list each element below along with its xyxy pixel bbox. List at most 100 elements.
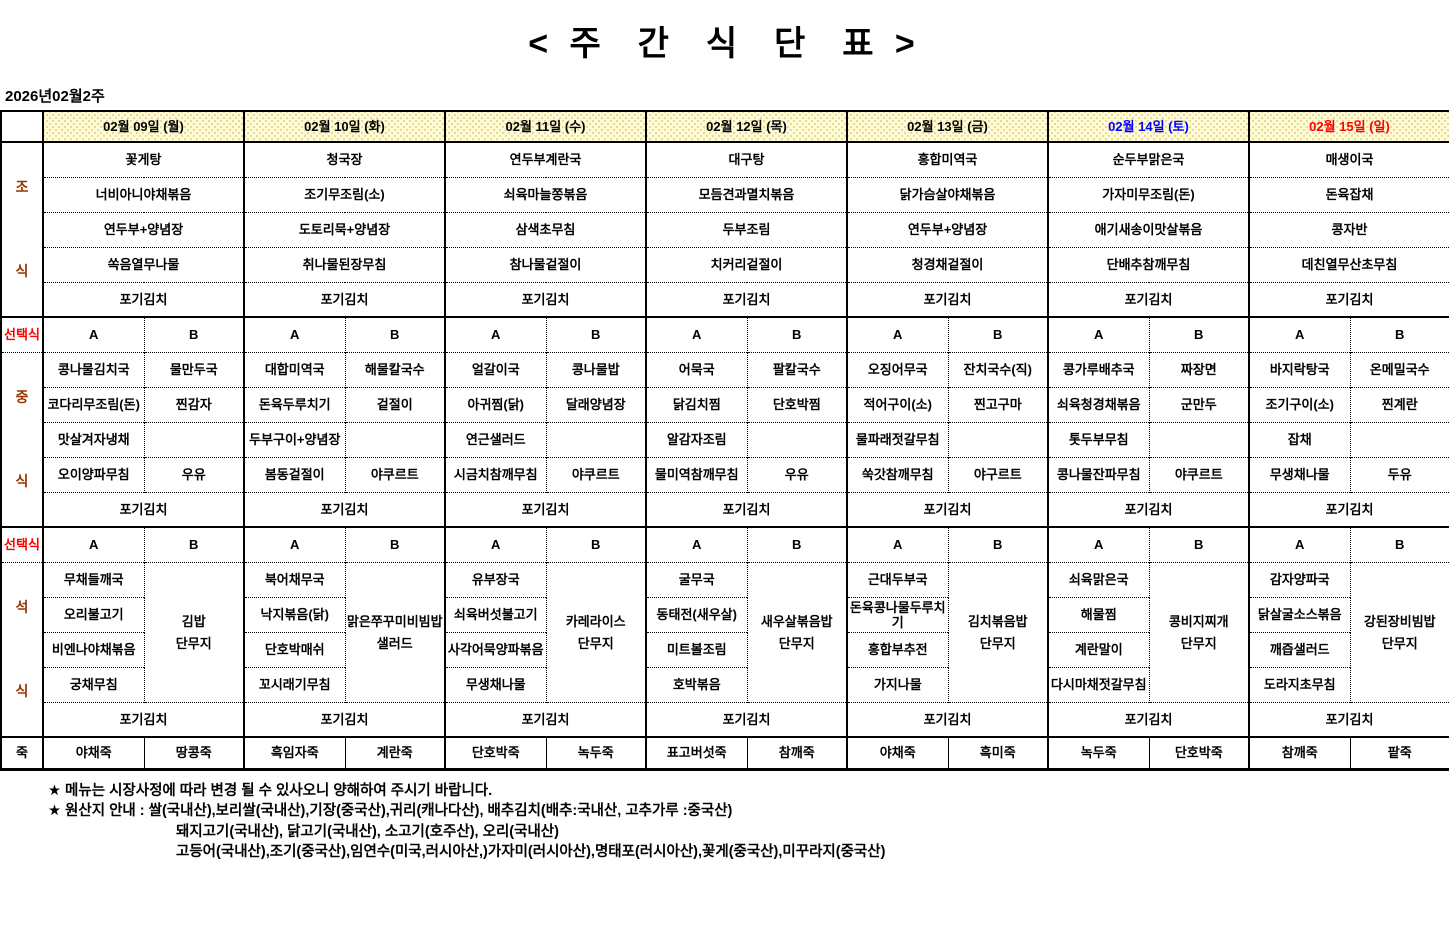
menu-cell-lunch-a-thu: 물미역참깨무침 — [645, 456, 747, 492]
porridge-cell-a-tue: 흑임자죽 — [243, 736, 345, 769]
porridge-cell-b-thu: 참깨죽 — [746, 736, 847, 769]
weekly-menu-table: 02월 09일 (월) 02월 10일 (화) 02월 11일 (수) 02월 12일… — [0, 110, 1449, 771]
menu-cell-dinner-a-sun: 깨즙샐러드 — [1248, 631, 1350, 667]
menu-cell-lunch-a-sat: 톳두부무침 — [1047, 421, 1149, 457]
option-b-header-dinner-wed: B — [545, 526, 646, 562]
menu-cell-dinner-a-wed: 쇠육버섯불고기 — [444, 596, 546, 632]
section-label-porridge: 죽 — [1, 736, 43, 769]
menu-cell-lunch-b-sun: 두유 — [1349, 456, 1449, 492]
option-a-header-dinner-sun: A — [1248, 526, 1350, 562]
menu-cell-breakfast-sat: 애기새송이맛살볶음 — [1047, 211, 1249, 247]
menu-cell-breakfast-sun: 콩자반 — [1248, 211, 1449, 247]
kimchi-cell-lunch-sat: 포기김치 — [1047, 491, 1249, 527]
menu-cell-dinner-b-sun: 강된장비빔밥 단무지 — [1349, 561, 1449, 702]
kimchi-cell-dinner-fri: 포기김치 — [846, 701, 1048, 737]
menu-cell-lunch-b-fri — [947, 421, 1048, 457]
porridge-cell-b-wed: 녹두죽 — [545, 736, 646, 769]
menu-cell-dinner-a-sat: 계란말이 — [1047, 631, 1149, 667]
option-a-header-dinner-mon: A — [42, 526, 144, 562]
menu-cell-lunch-a-sat: 콩나물잔파무침 — [1047, 456, 1149, 492]
kimchi-cell-breakfast-sun: 포기김치 — [1248, 281, 1449, 317]
menu-cell-dinner-a-thu: 동태전(새우살) — [645, 596, 747, 632]
menu-cell-lunch-b-tue: 해물칼국수 — [344, 351, 445, 387]
date-header-fri: 02월 13일 (금) — [846, 111, 1048, 142]
menu-cell-breakfast-thu: 치커리겉절이 — [645, 246, 847, 282]
menu-cell-dinner-a-tue: 꼬시래기무침 — [243, 666, 345, 702]
option-a-header-lunch-sun: A — [1248, 316, 1350, 352]
menu-cell-lunch-a-wed: 아귀찜(닭) — [444, 386, 546, 422]
option-a-header-lunch-wed: A — [444, 316, 546, 352]
porridge-cell-a-fri: 야채죽 — [846, 736, 948, 769]
option-b-header-dinner-tue: B — [344, 526, 445, 562]
kimchi-cell-lunch-sun: 포기김치 — [1248, 491, 1449, 527]
choice-label-lunch: 선택식 — [1, 316, 43, 352]
menu-cell-lunch-b-wed: 콩나물밥 — [545, 351, 646, 387]
menu-cell-lunch-a-mon: 맛살겨자냉채 — [42, 421, 144, 457]
menu-cell-dinner-a-sat: 해물찜 — [1047, 596, 1149, 632]
menu-cell-dinner-a-thu: 호박볶음 — [645, 666, 747, 702]
menu-cell-breakfast-tue: 취나물된장무침 — [243, 246, 445, 282]
menu-cell-lunch-a-sun: 잡채 — [1248, 421, 1350, 457]
menu-cell-lunch-a-sat: 쇠육청경채볶음 — [1047, 386, 1149, 422]
kimchi-cell-dinner-wed: 포기김치 — [444, 701, 646, 737]
menu-cell-lunch-b-thu: 우유 — [746, 456, 847, 492]
kimchi-cell-dinner-sun: 포기김치 — [1248, 701, 1449, 737]
menu-cell-lunch-a-fri: 물파래젓갈무침 — [846, 421, 948, 457]
menu-cell-lunch-a-sun: 바지락탕국 — [1248, 351, 1350, 387]
menu-cell-dinner-a-sun: 닭살굴소스볶음 — [1248, 596, 1350, 632]
menu-cell-breakfast-mon: 꽃게탕 — [42, 141, 244, 177]
porridge-cell-b-tue: 계란죽 — [344, 736, 445, 769]
menu-cell-lunch-b-thu: 팔칼국수 — [746, 351, 847, 387]
menu-cell-dinner-a-mon: 오리불고기 — [42, 596, 144, 632]
menu-cell-lunch-b-sun: 온메밀국수 — [1349, 351, 1449, 387]
menu-cell-breakfast-sat: 단배추참깨무침 — [1047, 246, 1249, 282]
menu-cell-lunch-b-mon — [143, 421, 244, 457]
menu-cell-dinner-b-thu: 새우살볶음밥 단무지 — [746, 561, 847, 702]
menu-cell-lunch-a-tue: 대합미역국 — [243, 351, 345, 387]
option-a-header-dinner-tue: A — [243, 526, 345, 562]
date-header-tue: 02월 10일 (화) — [243, 111, 445, 142]
kimchi-cell-dinner-thu: 포기김치 — [645, 701, 847, 737]
kimchi-cell-dinner-mon: 포기김치 — [42, 701, 244, 737]
kimchi-cell-lunch-fri: 포기김치 — [846, 491, 1048, 527]
option-a-header-dinner-thu: A — [645, 526, 747, 562]
footnote-origin-info-1: ★ 원산지 안내 : 쌀(국내산),보리쌀(국내산),기장(중국산),귀리(캐나… — [48, 803, 733, 820]
menu-cell-lunch-a-sat: 콩가루배추국 — [1047, 351, 1149, 387]
menu-cell-breakfast-wed: 삼색초무침 — [444, 211, 646, 247]
porridge-cell-b-fri: 흑미죽 — [947, 736, 1048, 769]
menu-cell-dinner-a-wed: 사각어묵양파볶음 — [444, 631, 546, 667]
date-header-sun: 02월 15일 (일) — [1248, 111, 1449, 142]
menu-cell-breakfast-sun: 돈육잡채 — [1248, 176, 1449, 212]
menu-cell-dinner-a-tue: 낙지볶음(닭) — [243, 596, 345, 632]
footnotes: ★ 메뉴는 시장사정에 따라 변경 될 수 있사오니 양해하여 주시기 바랍니다… — [48, 781, 1449, 863]
menu-cell-breakfast-thu: 두부조림 — [645, 211, 847, 247]
date-header-wed: 02월 11일 (수) — [444, 111, 646, 142]
menu-cell-breakfast-fri: 청경채겉절이 — [846, 246, 1048, 282]
option-b-header-dinner-fri: B — [947, 526, 1048, 562]
menu-cell-breakfast-thu: 모듬견과멸치볶음 — [645, 176, 847, 212]
menu-cell-lunch-a-thu: 어묵국 — [645, 351, 747, 387]
porridge-cell-b-sun: 팥죽 — [1349, 736, 1449, 769]
menu-cell-dinner-a-wed: 무생채나물 — [444, 666, 546, 702]
menu-cell-lunch-a-mon: 오이양파무침 — [42, 456, 144, 492]
menu-cell-dinner-a-mon: 비엔나야채볶음 — [42, 631, 144, 667]
menu-cell-lunch-a-sun: 무생채나물 — [1248, 456, 1350, 492]
menu-cell-breakfast-mon: 너비아니야채볶음 — [42, 176, 244, 212]
menu-cell-breakfast-sat: 가자미무조림(돈) — [1047, 176, 1249, 212]
kimchi-cell-breakfast-mon: 포기김치 — [42, 281, 244, 317]
menu-cell-lunch-a-tue: 두부구이+양념장 — [243, 421, 345, 457]
footnote-origin-info-2: 돼지고기(국내산), 닭고기(국내산), 소고기(호주산), 오리(국내산) — [176, 823, 559, 840]
menu-cell-lunch-b-tue: 겉절이 — [344, 386, 445, 422]
porridge-cell-a-mon: 야채죽 — [42, 736, 144, 769]
option-b-header-lunch-fri: B — [947, 316, 1048, 352]
menu-cell-lunch-b-wed — [545, 421, 646, 457]
date-header-thu: 02월 12일 (목) — [645, 111, 847, 142]
menu-cell-lunch-a-fri: 오징어무국 — [846, 351, 948, 387]
porridge-cell-a-wed: 단호박죽 — [444, 736, 546, 769]
option-b-header-dinner-mon: B — [143, 526, 244, 562]
menu-cell-breakfast-fri: 닭가슴살야채볶음 — [846, 176, 1048, 212]
kimchi-cell-breakfast-fri: 포기김치 — [846, 281, 1048, 317]
menu-cell-dinner-a-fri: 돈육콩나물두루치기 — [846, 596, 948, 632]
